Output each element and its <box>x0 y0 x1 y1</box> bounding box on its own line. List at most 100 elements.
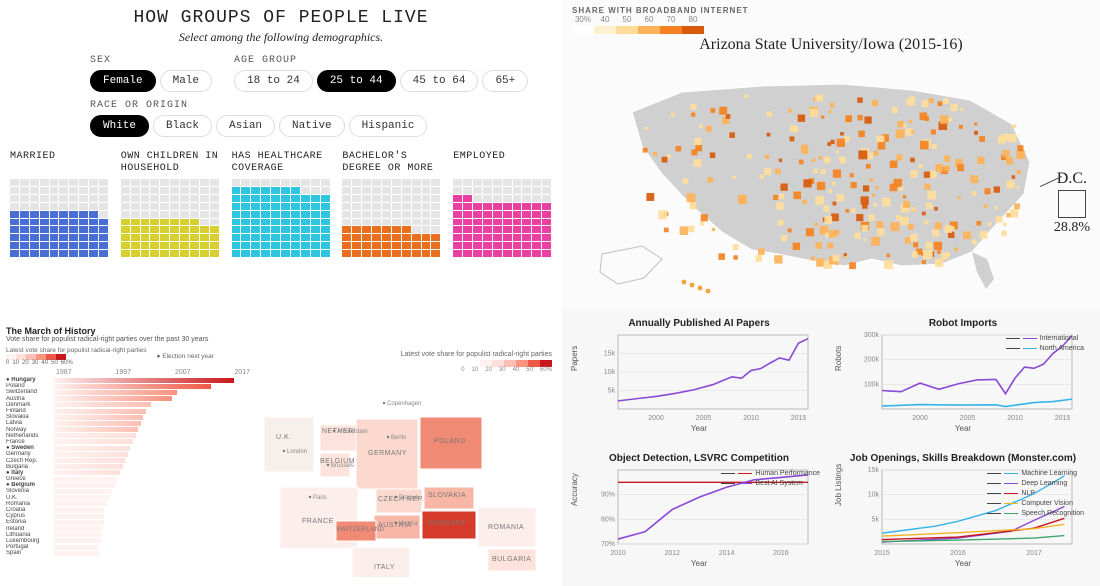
filter-row-1: SEX FemaleMale AGE GROUP 18 to 2425 to 4… <box>10 55 552 92</box>
heat-bar <box>54 501 107 506</box>
pill-asian[interactable]: Asian <box>216 115 275 137</box>
heat-bar <box>54 384 211 389</box>
svg-text:15k: 15k <box>868 467 880 474</box>
heat-bar <box>54 452 128 457</box>
chart-legend: Machine LearningDeep LearningNLPComputer… <box>987 469 1084 519</box>
chart-ylabel: Robots <box>834 345 843 370</box>
heat-bar <box>54 520 104 525</box>
svg-text:2014: 2014 <box>719 550 735 557</box>
broadband-legend-ramp <box>572 26 1090 34</box>
mini-chart[interactable]: Annually Published AI PapersPapers5k10k1… <box>572 318 826 443</box>
country-label: Denmark <box>6 402 54 408</box>
waffle-bachelor's: BACHELOR'S DEGREE OR MORE <box>342 151 441 257</box>
heat-row[interactable]: Spain <box>6 550 250 556</box>
mini-chart[interactable]: Object Detection, LSVRC CompetitionAccur… <box>572 453 826 578</box>
dc-value: 28.8% <box>1054 220 1090 236</box>
svg-text:2015: 2015 <box>1055 415 1071 422</box>
legend-item: North America <box>1006 344 1084 354</box>
svg-text:Paris: Paris <box>313 495 327 501</box>
svg-text:2012: 2012 <box>664 550 680 557</box>
svg-text:90%: 90% <box>601 492 615 499</box>
waffle-chart[interactable] <box>10 179 108 257</box>
heat-bar <box>54 402 151 407</box>
waffle-label: EMPLOYED <box>453 151 552 179</box>
country-label: Finland <box>6 408 54 414</box>
country-label: Luxembourg <box>6 538 54 544</box>
country-label: Greece <box>6 476 54 482</box>
waffle-chart[interactable] <box>342 179 440 257</box>
country-label: ● Hungary <box>6 377 54 383</box>
waffle-label: BACHELOR'S DEGREE OR MORE <box>342 151 441 179</box>
pill-female[interactable]: Female <box>90 70 156 92</box>
filter-age: AGE GROUP 18 to 2425 to 4445 to 6465+ <box>234 55 528 92</box>
waffle-chart[interactable] <box>121 179 219 257</box>
legend-item: Machine Learning <box>987 469 1084 479</box>
dc-callout: D.C. 28.8% <box>1054 170 1090 236</box>
pill-native[interactable]: Native <box>279 115 345 137</box>
svg-text:2016: 2016 <box>773 550 789 557</box>
svg-text:80%: 80% <box>601 516 615 523</box>
demographics-title: HOW GROUPS OF PEOPLE LIVE <box>10 8 552 28</box>
moh-europe-map[interactable]: Latest vote share for populist radical-r… <box>256 347 556 580</box>
mini-chart[interactable]: Job Openings, Skills Breakdown (Monster.… <box>836 453 1090 578</box>
mini-chart[interactable]: Robot ImportsRobots100k200k300k200020052… <box>836 318 1090 443</box>
legend-item: International <box>1006 334 1084 344</box>
pill-18-to-24[interactable]: 18 to 24 <box>234 70 313 92</box>
country-label: ● Sweden <box>6 445 54 451</box>
svg-text:ROMANIA: ROMANIA <box>488 524 524 531</box>
heat-bar <box>54 433 136 438</box>
country-label: Norway <box>6 427 54 433</box>
waffle-chart[interactable] <box>453 179 551 257</box>
svg-text:BULGARIA: BULGARIA <box>492 556 531 563</box>
country-label: France <box>6 439 54 445</box>
heat-bar <box>54 458 125 463</box>
pill-25-to-44[interactable]: 25 to 44 <box>317 70 396 92</box>
heat-bar <box>54 545 99 550</box>
country-label: Spain <box>6 550 54 556</box>
chart-ylabel: Job Listings <box>834 463 843 505</box>
svg-text:Prague: Prague <box>399 495 419 501</box>
dc-label: D.C. <box>1054 170 1090 188</box>
moh-year-axis: 1987199720072017 <box>6 369 250 376</box>
waffle-label: HAS HEALTHCARE COVERAGE <box>232 151 331 179</box>
moh-heat-legend-label: Latest vote share for populist radical-r… <box>6 347 147 354</box>
country-label: Slovakia <box>6 414 54 420</box>
moh-election-marker: ● Election next year <box>157 353 214 360</box>
heat-bar <box>54 508 104 513</box>
chart-legend: Human PerformanceBest AI System <box>721 469 820 489</box>
waffle-label: OWN CHILDREN IN HOUSEHOLD <box>121 151 220 179</box>
waffle-has: HAS HEALTHCARE COVERAGE <box>232 151 331 257</box>
pill-white[interactable]: White <box>90 115 149 137</box>
chart-title: Robot Imports <box>836 318 1090 329</box>
filter-sex: SEX FemaleMale <box>90 55 212 92</box>
broadband-map-title: Arizona State University/Iowa (2015-16) <box>572 36 1090 54</box>
pill-45-to-64[interactable]: 45 to 64 <box>400 70 479 92</box>
heat-bar <box>54 396 172 401</box>
moh-map-legend-label: Latest vote share for populist radical-r… <box>401 351 552 358</box>
pill-male[interactable]: Male <box>160 70 212 92</box>
waffle-chart[interactable] <box>232 179 330 257</box>
country-label: Poland <box>6 383 54 389</box>
heat-row[interactable]: ● Hungary <box>6 377 250 383</box>
svg-text:Vienna: Vienna <box>399 521 418 527</box>
legend-item: Human Performance <box>721 469 820 479</box>
svg-text:U.K.: U.K. <box>276 434 292 441</box>
legend-item: Speech Recognition <box>987 509 1084 519</box>
heat-bar <box>54 495 110 500</box>
country-label: Switzerland <box>6 389 54 395</box>
heat-bar <box>54 378 234 383</box>
waffle-employed: EMPLOYED <box>453 151 552 257</box>
heat-bar <box>54 483 115 488</box>
us-map[interactable] <box>572 54 1082 296</box>
pill-hispanic[interactable]: Hispanic <box>349 115 428 137</box>
demographics-panel: HOW GROUPS OF PEOPLE LIVE Select among t… <box>0 0 562 320</box>
svg-text:2015: 2015 <box>791 415 807 422</box>
svg-text:HUNGARY: HUNGARY <box>428 520 466 527</box>
svg-text:2016: 2016 <box>950 550 966 557</box>
country-label: Croatia <box>6 507 54 513</box>
pill-65+[interactable]: 65+ <box>482 70 528 92</box>
waffle-label: MARRIED <box>10 151 109 179</box>
pill-black[interactable]: Black <box>153 115 212 137</box>
svg-text:300k: 300k <box>864 332 880 339</box>
heat-bar <box>54 532 102 537</box>
